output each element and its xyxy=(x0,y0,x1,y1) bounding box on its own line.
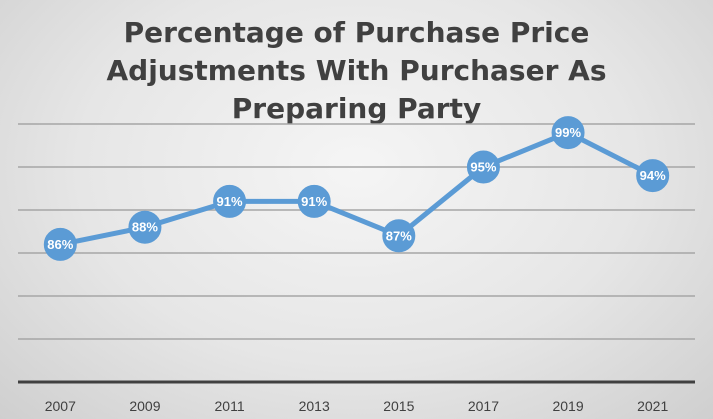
chart-title-line-1: Percentage of Purchase Price xyxy=(123,16,590,49)
data-label: 91% xyxy=(301,194,327,209)
x-tick-label: 2017 xyxy=(468,398,499,414)
x-tick-label: 2013 xyxy=(299,398,330,414)
data-label: 88% xyxy=(132,220,158,235)
x-tick-label: 2009 xyxy=(129,398,160,414)
data-label: 94% xyxy=(640,168,666,183)
chart-title-line-2: Adjustments With Purchaser As xyxy=(106,54,607,87)
data-point-marker xyxy=(297,184,331,218)
data-point-marker xyxy=(636,159,670,193)
data-point-marker xyxy=(213,184,247,218)
x-tick-label: 2007 xyxy=(45,398,76,414)
data-point-marker xyxy=(128,210,162,244)
series-layer: 86% 88% 91% 91% 87% 95% 99% 94% xyxy=(43,116,670,261)
data-label: 87% xyxy=(386,228,412,243)
data-label: 95% xyxy=(470,160,496,175)
gridlines xyxy=(18,123,695,340)
data-point-marker xyxy=(551,116,585,150)
x-tick-label: 2021 xyxy=(637,398,668,414)
data-point-marker xyxy=(466,150,500,184)
data-label: 86% xyxy=(47,237,73,252)
data-label: 91% xyxy=(217,194,243,209)
x-tick-label: 2019 xyxy=(552,398,583,414)
x-tick-label: 2011 xyxy=(215,398,245,414)
x-tick-label: 2015 xyxy=(383,398,414,414)
data-point-marker xyxy=(382,219,416,253)
chart-title-line-3: Preparing Party xyxy=(231,92,482,125)
data-point-marker xyxy=(43,227,77,261)
x-tick-labels: 2007 2009 2011 2013 2015 2017 2019 2021 xyxy=(45,398,669,414)
chart-title: Percentage of Purchase Price Adjustments… xyxy=(0,14,713,128)
data-label: 99% xyxy=(555,125,581,140)
